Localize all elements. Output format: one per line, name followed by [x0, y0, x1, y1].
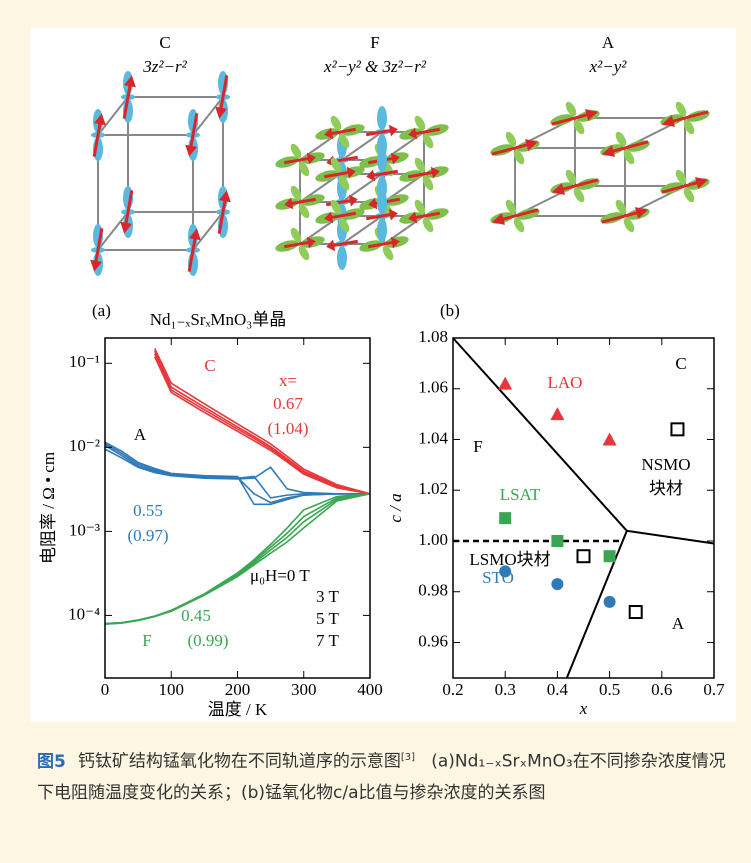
y-tick-label: 1.00 — [418, 530, 448, 549]
marker-square — [604, 550, 616, 562]
y-tick-label: 10⁻³ — [69, 520, 100, 539]
orbital-label: 3z²−r² — [142, 57, 187, 76]
y-axis-label: 电阻率 / Ω • cm — [39, 452, 58, 564]
annotation: 5 T — [316, 609, 339, 628]
y-tick-label: 1.02 — [418, 479, 448, 498]
x-tick-label: 0.6 — [651, 680, 672, 699]
annotation: F — [473, 437, 482, 456]
annotation: F — [142, 631, 151, 650]
orbital-label: x²−y² — [589, 57, 628, 76]
x-axis-label: x — [579, 699, 588, 718]
y-tick-label: 1.04 — [418, 428, 448, 447]
panel-label: (a) — [92, 301, 111, 320]
orbital-lobe — [337, 246, 347, 270]
figure: C 3z²−r² Fx²−y² & 3z²−r² Ax²−y² (a) Nd₁₋ₓSrₓM… — [0, 0, 751, 863]
y-axis-label: c / a — [386, 493, 405, 522]
marker-open-square — [578, 550, 590, 562]
chart-title: Nd₁₋ₓSrₓMnO₃单晶 — [150, 310, 286, 329]
marker-open-square — [671, 423, 683, 435]
annotation: 7 T — [316, 631, 339, 650]
orbital-lobe — [377, 148, 387, 172]
panel-name: F — [370, 33, 379, 52]
caption-ref: [3] — [401, 752, 415, 763]
y-tick-label: 1.06 — [418, 378, 448, 397]
annotation: NSMO — [641, 455, 690, 474]
y-tick-label: 10⁻⁴ — [68, 604, 100, 623]
orbital-lobe — [377, 190, 387, 214]
annotation: A — [672, 614, 685, 633]
y-tick-label: 10⁻² — [69, 436, 100, 455]
annotation: 块材 — [649, 479, 683, 498]
annotation: 0.55 — [133, 501, 163, 520]
panel-label: (b) — [440, 301, 460, 320]
x-tick-label: 0.4 — [547, 680, 569, 699]
annotation: (0.99) — [187, 631, 228, 650]
annotation: 3 T — [316, 587, 339, 606]
caption-label: 图5 — [37, 752, 66, 772]
x-tick-label: 400 — [357, 680, 383, 699]
x-tick-label: 0.7 — [703, 680, 725, 699]
series-label: LAO — [548, 373, 583, 392]
y-tick-label: 10⁻¹ — [69, 352, 100, 371]
annotation: 0.45 — [181, 606, 211, 625]
annotation: 0.67 — [273, 394, 303, 413]
annotation: C — [204, 356, 215, 375]
x-tick-label: 0 — [101, 680, 110, 699]
y-tick-label: 0.98 — [418, 581, 448, 600]
annotation: μ₀H=0 T — [250, 566, 310, 585]
marker-square — [551, 535, 563, 547]
series-label: LSAT — [500, 485, 541, 504]
x-axis-label: 温度 / K — [208, 700, 268, 719]
panel-name: A — [602, 33, 615, 52]
panel-name: C — [159, 33, 170, 52]
marker-square — [499, 512, 511, 524]
page: C 3z²−r² Fx²−y² & 3z²−r² Ax²−y² (a) Nd₁₋ₓSrₓM… — [0, 0, 751, 863]
annotation: LSMO块材 — [469, 550, 550, 569]
marker-circle — [551, 578, 563, 590]
x-tick-label: 0.3 — [495, 680, 516, 699]
y-tick-label: 0.96 — [418, 631, 448, 650]
x-tick-label: 300 — [291, 680, 317, 699]
x-tick-label: 200 — [225, 680, 251, 699]
series-label: STO — [482, 568, 514, 587]
annotation: (1.04) — [267, 419, 308, 438]
annotation: A — [134, 425, 147, 444]
marker-circle — [604, 596, 616, 608]
orbital-lobe — [377, 218, 387, 242]
caption-text: 钙钛矿结构锰氧化物在不同轨道序的示意图 — [78, 752, 401, 772]
x-tick-label: 100 — [159, 680, 185, 699]
x-tick-label: 0.5 — [599, 680, 620, 699]
annotation: C — [675, 354, 686, 373]
annotation: x= — [279, 371, 297, 390]
y-tick-label: 1.08 — [418, 327, 448, 346]
marker-open-square — [630, 606, 642, 618]
orbital-lobe — [377, 106, 387, 130]
orbital-label: x²−y² & 3z²−r² — [323, 57, 427, 76]
annotation: (0.97) — [127, 526, 168, 545]
caption: 图5钙钛矿结构锰氧化物在不同轨道序的示意图[3] (a)Nd₁₋ₓSrₓMnO₃… — [37, 742, 727, 809]
x-tick-label: 0.2 — [442, 680, 463, 699]
